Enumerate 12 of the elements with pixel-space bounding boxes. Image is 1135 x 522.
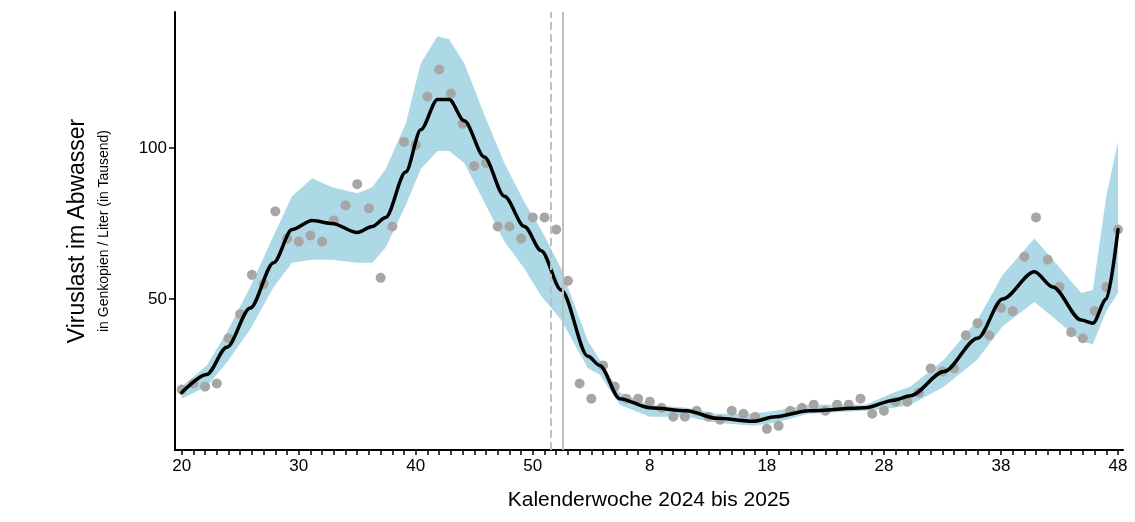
x-tick-label: 38: [991, 456, 1011, 475]
x-axis-title: Kalenderwoche 2024 bis 2025: [507, 487, 791, 510]
x-tick-label: 48: [1108, 456, 1128, 475]
x-tick-label: 50: [523, 456, 543, 475]
y-tick-label: 100: [138, 138, 167, 158]
x-tick-label: 18: [757, 456, 777, 475]
x-tick-label: 40: [406, 456, 426, 475]
x-tick-label: 8: [645, 456, 655, 475]
x-tick-label: 30: [289, 456, 309, 475]
x-tick-label: 20: [172, 456, 192, 475]
x-tick-label: 28: [874, 456, 894, 475]
y-axis-title: Viruslast im Abwasser in Genkopien / Liter (in Tausend): [63, 118, 111, 344]
